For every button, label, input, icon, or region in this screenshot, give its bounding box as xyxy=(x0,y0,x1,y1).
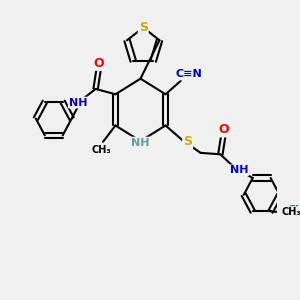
Text: CH₃: CH₃ xyxy=(92,145,112,155)
Text: S: S xyxy=(183,135,192,148)
Text: NH: NH xyxy=(230,165,248,176)
Text: S: S xyxy=(139,21,148,34)
Text: O: O xyxy=(218,123,229,136)
Text: Cl: Cl xyxy=(287,205,299,214)
Text: NH: NH xyxy=(69,98,87,108)
Text: O: O xyxy=(94,57,104,70)
Text: C≡N: C≡N xyxy=(175,69,202,80)
Text: NH: NH xyxy=(131,138,150,148)
Text: CH₃: CH₃ xyxy=(281,207,300,217)
